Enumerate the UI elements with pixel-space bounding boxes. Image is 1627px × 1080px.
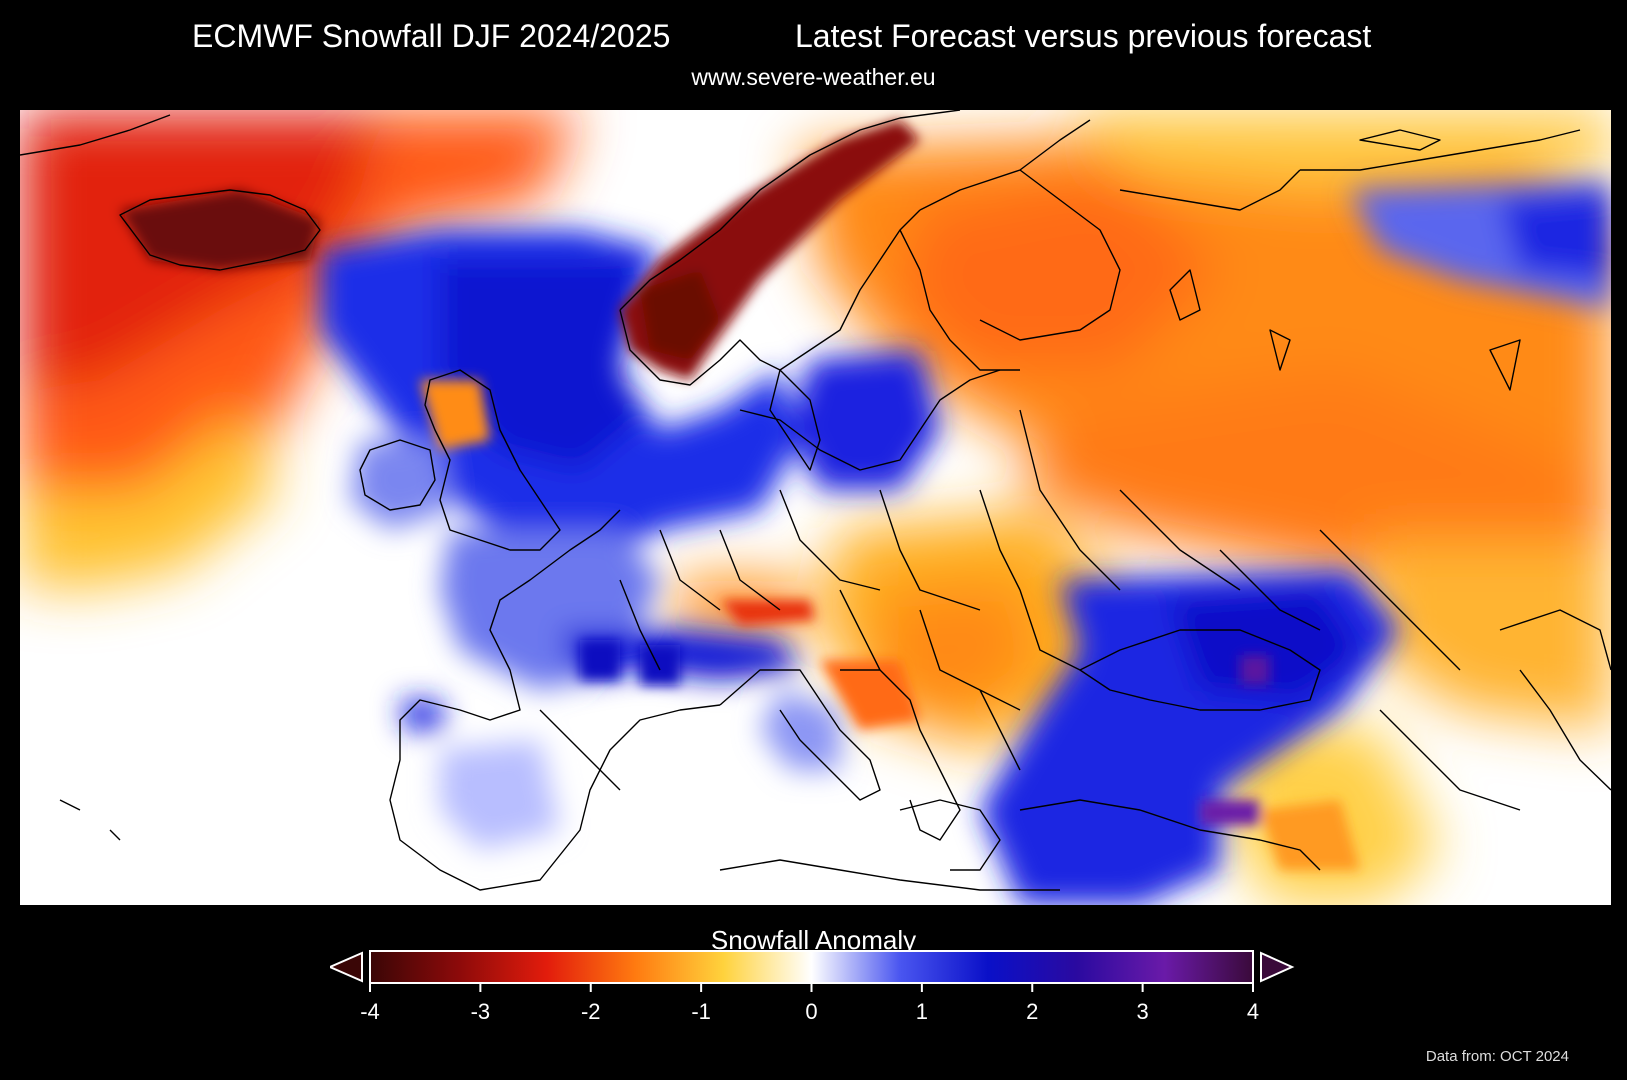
- sweden-south: [769, 369, 821, 471]
- anomaly-field-extremes: [120, 120, 1360, 870]
- colorbar-tick-label: -3: [470, 999, 491, 1024]
- greenland-coast: [20, 114, 171, 156]
- colorbar-low-extend-arrow: [327, 951, 363, 983]
- atlantic-islands: [59, 799, 121, 841]
- arctic-islands: [1169, 269, 1521, 391]
- black-sea: [1079, 629, 1321, 711]
- arctic-coast: [1119, 129, 1581, 211]
- balkan-coast: [840, 669, 961, 841]
- caspian-coast: [1499, 609, 1611, 791]
- karelia: [979, 169, 1121, 341]
- data-source-credit: Data from: OCT 2024: [1425, 1048, 1569, 1065]
- colorbar-tick-label: -4: [360, 999, 380, 1024]
- map-title-right: Latest Forecast versus previous forecast: [795, 18, 1372, 54]
- colorbar-tick-label: 1: [915, 999, 928, 1024]
- baltic-coast: [739, 369, 1001, 471]
- greece-coast: [899, 799, 1001, 871]
- colorbar: -4 -3 -2 -1 0 1 2 3 4: [327, 950, 1300, 1040]
- colorbar-tick-label: 2: [1026, 999, 1039, 1024]
- ireland-coast: [359, 439, 436, 511]
- colorbar-high-extend-arrow: [1260, 951, 1295, 983]
- colorbar-svg: [327, 950, 1295, 992]
- map-subtitle: www.severe-weather.eu: [691, 64, 936, 90]
- colorbar-tick-label: 3: [1136, 999, 1149, 1024]
- north-africa-coast: [719, 859, 1060, 891]
- colorbar-tick-label: -2: [580, 999, 601, 1024]
- map-svg: [20, 110, 1611, 905]
- norway-coast: [619, 110, 961, 386]
- colorbar-tick-label: 4: [1246, 999, 1260, 1024]
- map-title-left: ECMWF Snowfall DJF 2024/2025: [192, 18, 671, 54]
- colorbar-tick-label: -1: [691, 999, 711, 1024]
- colorbar-tick-label: 0: [805, 999, 818, 1024]
- coastlines-and-borders: [20, 110, 1611, 891]
- italy-coast: [719, 669, 881, 801]
- colorbar-gradient: [369, 950, 1254, 984]
- country-borders: [539, 409, 1521, 811]
- iceland-coast: [119, 189, 321, 271]
- anomaly-field-blue: [320, 180, 1611, 905]
- west-europe-coast: [389, 509, 721, 891]
- snowfall-anomaly-map: [20, 110, 1611, 905]
- great-britain-coast: [424, 369, 561, 551]
- colorbar-ticks: [369, 983, 1254, 992]
- turkey-south-coast: [1019, 799, 1321, 871]
